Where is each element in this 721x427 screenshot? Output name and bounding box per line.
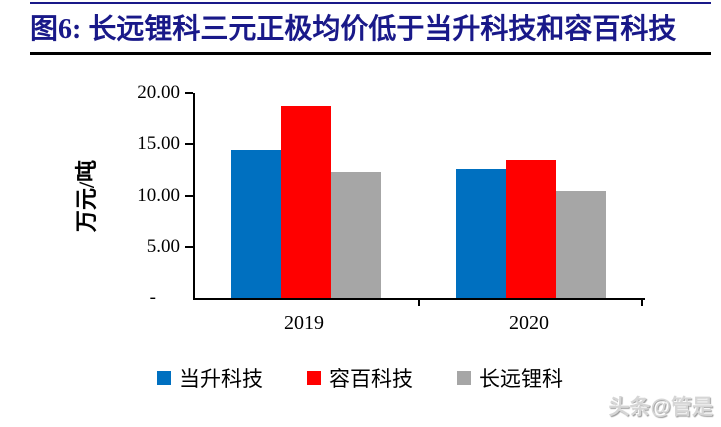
legend-swatch-icon [457, 371, 471, 385]
y-tick-label: 15.00 [137, 133, 180, 155]
legend-item-s2: 长远锂科 [457, 363, 563, 393]
y-tick-label: - [149, 287, 156, 308]
bar-s2-2020 [556, 191, 606, 298]
legend-label: 容百科技 [329, 367, 413, 391]
legend-item-s1: 容百科技 [307, 363, 413, 393]
y-tick-label: 5.00 [146, 235, 180, 257]
bar-s1-2020 [506, 159, 556, 298]
top-rule [30, 2, 711, 4]
y-axis-label: 万元/吨 [74, 159, 99, 233]
figure-title: 图6: 长远锂科三元正极均价低于当升科技和容百科技 [30, 14, 677, 45]
y-tick-mark [185, 194, 193, 197]
x-axis-label-2019: 2019 [284, 312, 324, 334]
legend-label: 当升科技 [179, 367, 263, 391]
y-tick-mark [185, 143, 193, 146]
x-tick-mark [418, 299, 420, 306]
title-underline [30, 52, 711, 55]
y-tick-mark [185, 245, 193, 248]
legend-label: 长远锂科 [479, 367, 563, 391]
y-tick-label: 20.00 [137, 82, 180, 103]
bar-s2-2019 [331, 171, 381, 298]
x-axis-label-2020: 2020 [509, 312, 549, 334]
legend-swatch-icon [307, 371, 321, 385]
bar-s0-2019 [231, 150, 281, 298]
watermark: 头条@管是 [608, 396, 713, 419]
plot-area [193, 93, 645, 300]
x-tick-mark [641, 299, 643, 306]
bar-s0-2020 [456, 168, 506, 298]
legend-item-s0: 当升科技 [157, 363, 263, 393]
legend-swatch-icon [157, 371, 171, 385]
bar-s1-2019 [281, 106, 331, 298]
y-tick-label: 10.00 [137, 184, 180, 206]
legend: 当升科技 容百科技 长远锂科 [10, 363, 710, 393]
y-tick-mark [185, 92, 193, 94]
